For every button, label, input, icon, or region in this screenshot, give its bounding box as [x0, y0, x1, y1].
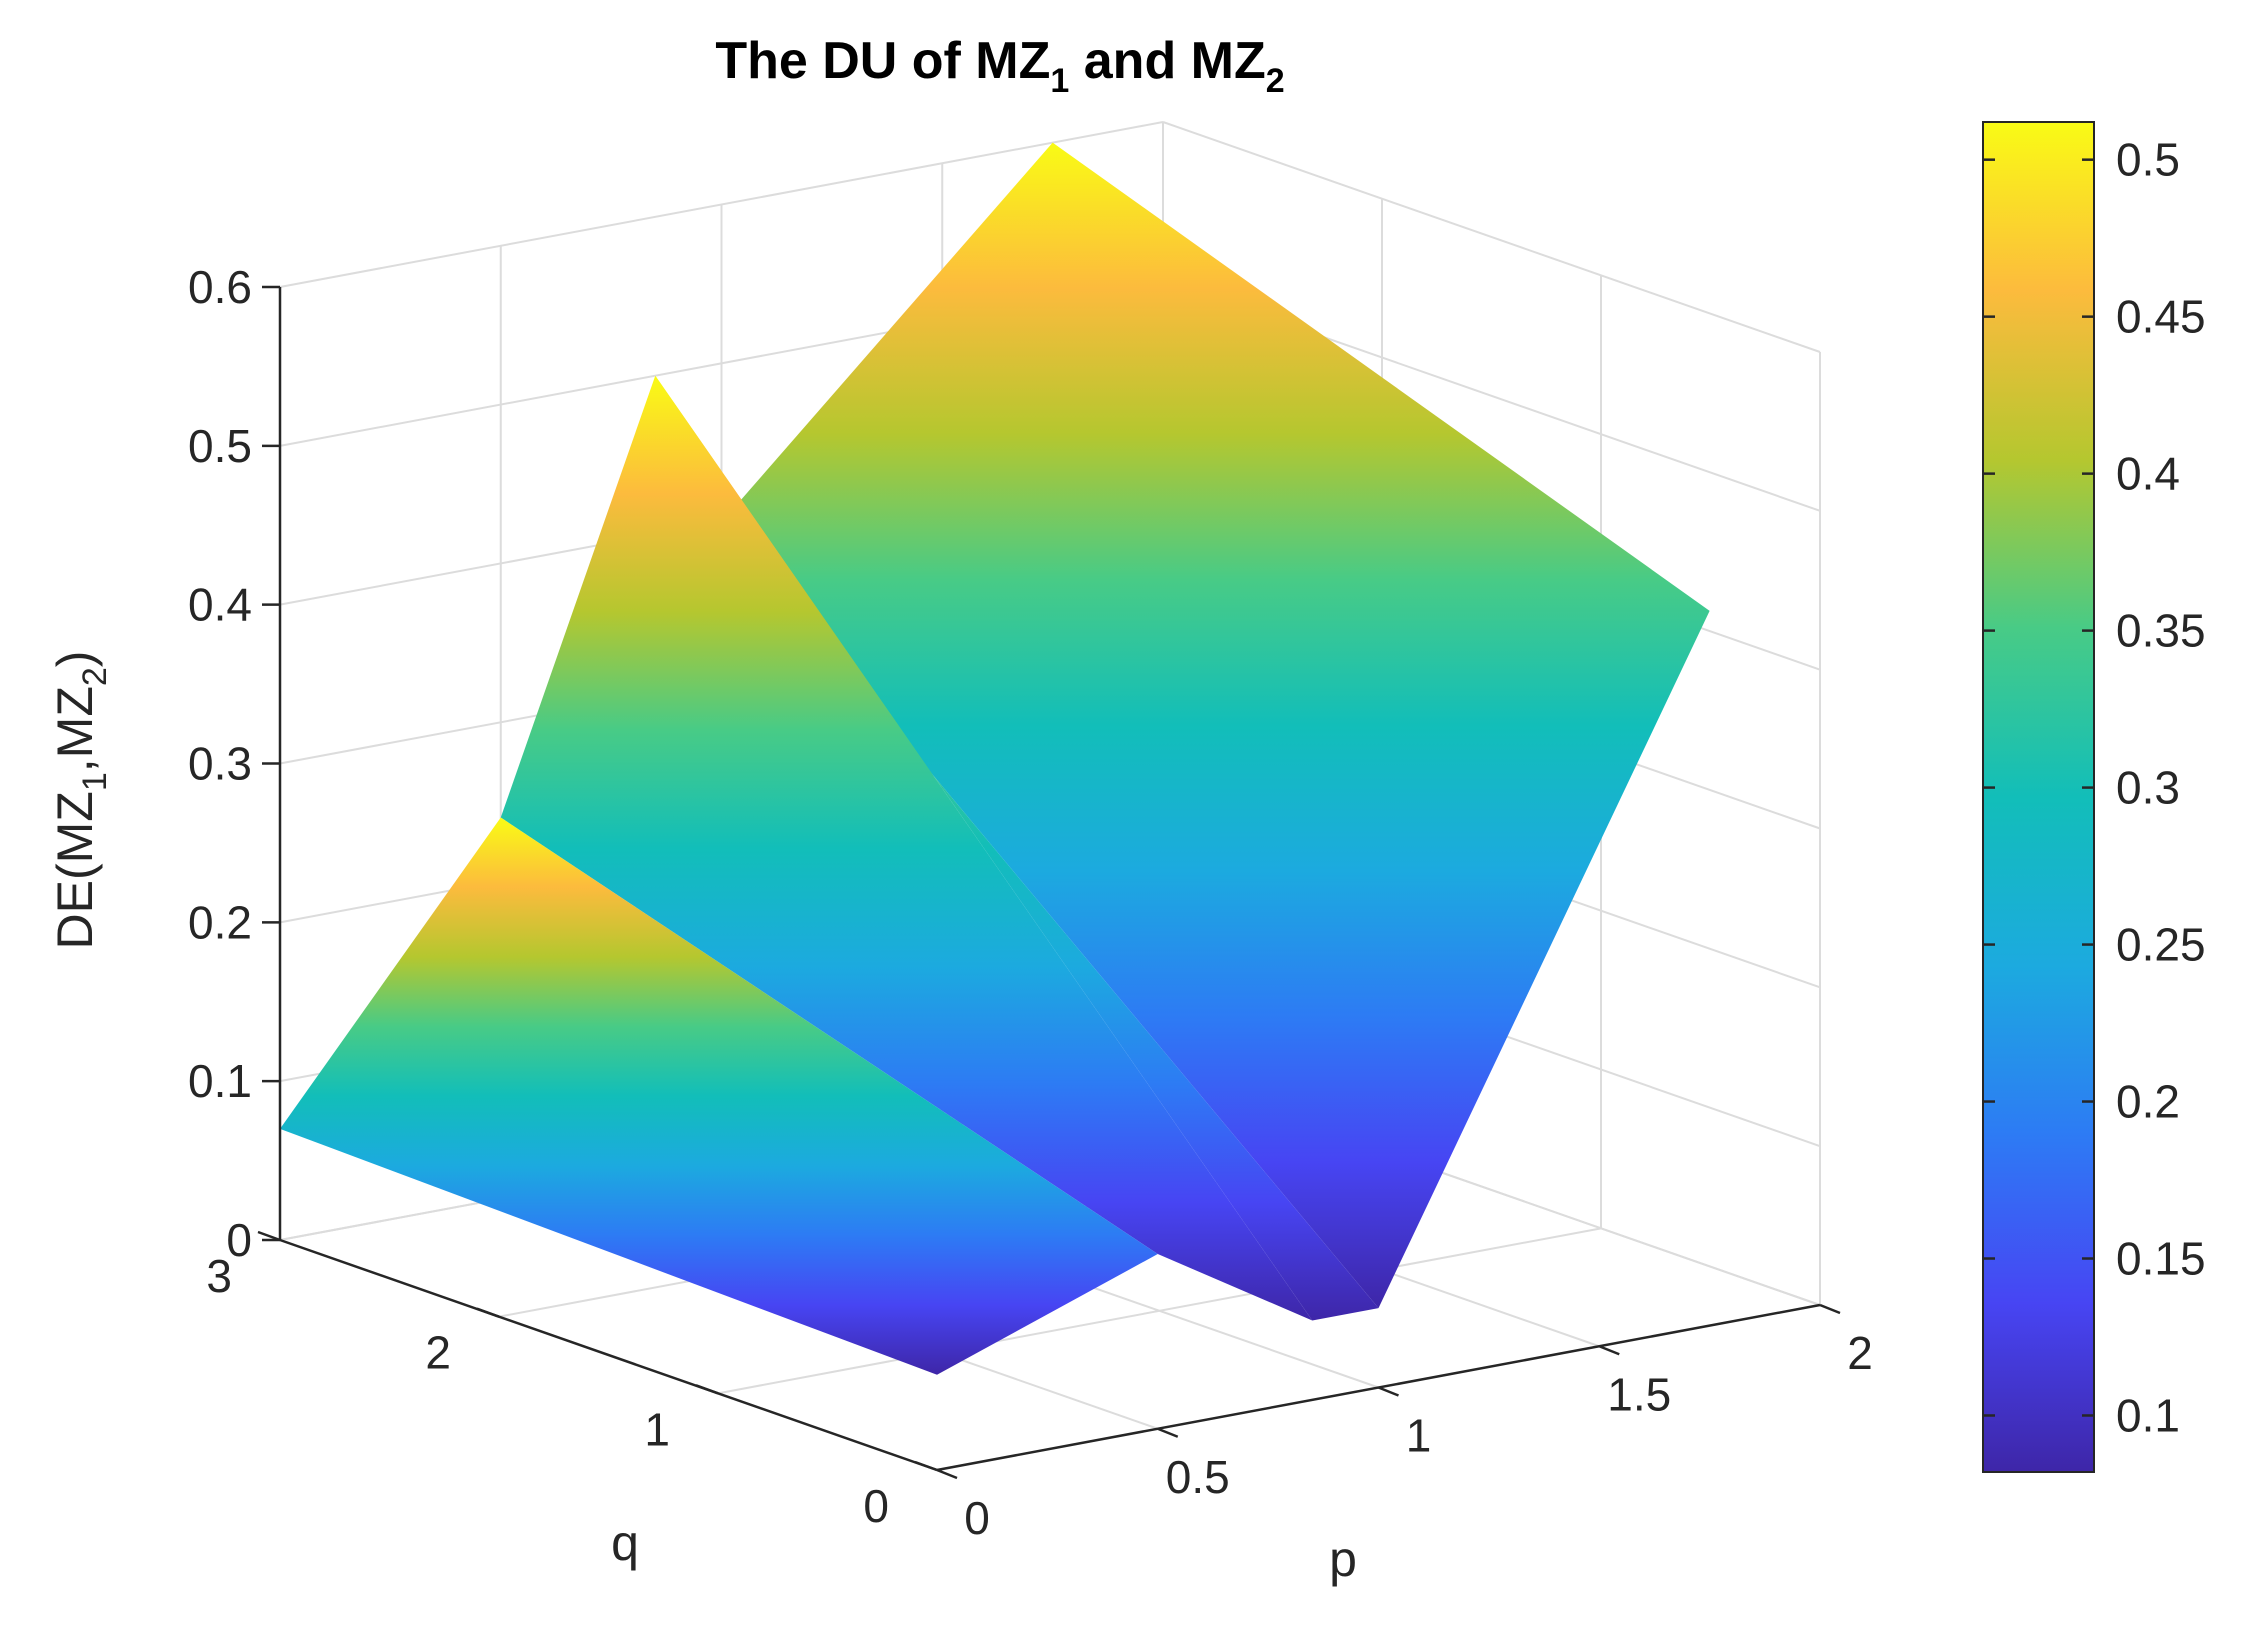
z-tick-label: 0.5 [188, 420, 252, 472]
colorbar-tick-label: 0.35 [2116, 605, 2206, 657]
surface-patch [280, 817, 1158, 1375]
x-tick-label: 2 [1847, 1327, 1873, 1379]
colorbar: 0.1 0.15 0.2 0.25 0.3 0.35 0.4 0.45 0.5 [1982, 121, 2206, 1473]
y-tick [914, 1460, 938, 1472]
x-tick [1598, 1345, 1620, 1356]
y-axis-line [279, 1238, 938, 1472]
y-tick [476, 1307, 500, 1318]
y-tick-label: 0 [863, 1480, 889, 1532]
colorbar-ticks: 0.1 0.15 0.2 0.25 0.3 0.35 0.4 0.45 0.5 [1983, 134, 2206, 1441]
x-tick [1378, 1386, 1399, 1397]
colorbar-gradient [1982, 121, 2095, 1473]
grid-line [717, 1227, 1602, 1395]
y-axis-label: q [611, 1515, 639, 1571]
colorbar-tick-label: 0.15 [2116, 1233, 2206, 1285]
y-tick-label: 3 [206, 1250, 232, 1302]
y-tick [695, 1384, 719, 1395]
colorbar-tick-label: 0.1 [2116, 1389, 2180, 1441]
z-tick-label: 0.4 [188, 579, 252, 631]
z-axis-label: DE(MZ1,MZ2) [47, 651, 114, 950]
x-tick-label: 1.5 [1607, 1368, 1671, 1420]
chart-title: The DU of MZ1 and MZ2 [715, 32, 1284, 100]
surface-patch [500, 375, 1313, 1321]
colorbar-tick-label: 0.5 [2116, 134, 2180, 186]
x-axis-label: p [1329, 1531, 1357, 1587]
y-tick-label: 2 [425, 1327, 451, 1379]
z-tick-label: 0 [226, 1214, 252, 1266]
y-tick [257, 1230, 281, 1242]
y-tick-label: 1 [644, 1403, 670, 1455]
z-tick-label: 0.3 [188, 738, 252, 790]
x-tick-label: 1 [1406, 1410, 1432, 1462]
surface-patch [655, 375, 1379, 1321]
x-tick-label: 0 [964, 1492, 990, 1544]
grid-line [279, 121, 1164, 288]
surface-patch [721, 142, 1710, 1309]
x-tick [936, 1468, 958, 1480]
z-tick-label: 0.2 [188, 896, 252, 948]
z-tick-label: 0.1 [188, 1055, 252, 1107]
x-tick [1157, 1427, 1179, 1438]
colorbar-tick-label: 0.45 [2116, 291, 2206, 343]
colorbar-tick-label: 0.4 [2116, 448, 2180, 500]
grid-line [1162, 121, 1821, 353]
colorbar-tick-label: 0.2 [2116, 1076, 2180, 1128]
x-tick-label: 0.5 [1166, 1451, 1230, 1503]
colorbar-tick-label: 0.25 [2116, 919, 2206, 971]
colorbar-tick-label: 0.3 [2116, 762, 2180, 814]
surface-plot [280, 142, 1710, 1375]
z-tick-label: 0.6 [188, 261, 252, 313]
x-tick [1819, 1303, 1841, 1315]
